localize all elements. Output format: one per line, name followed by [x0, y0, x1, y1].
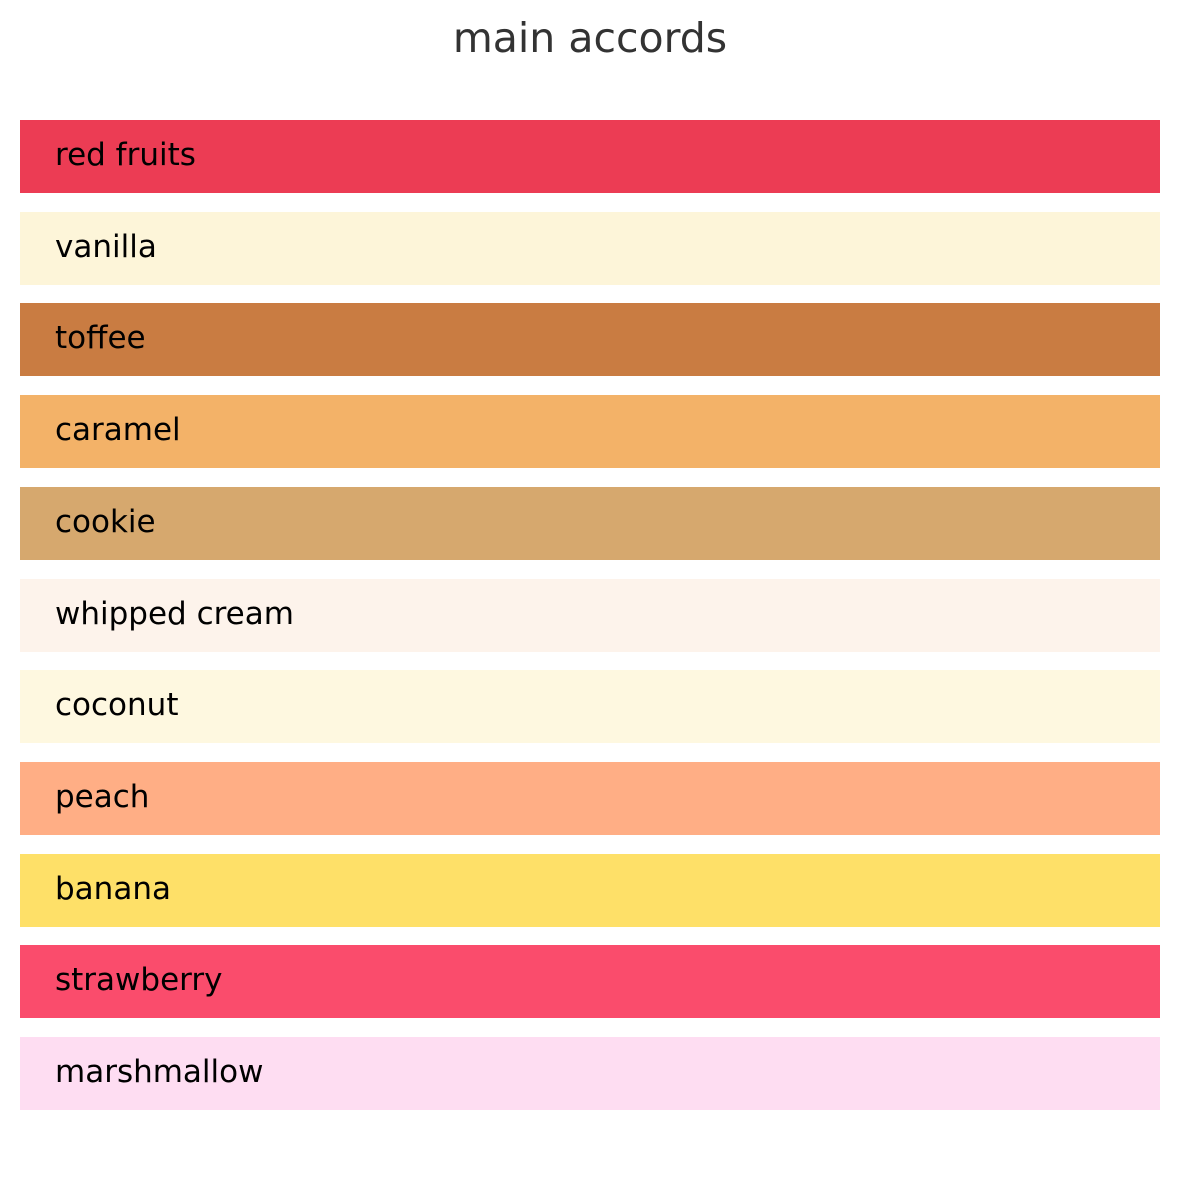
- chart-title: main accords: [452, 14, 728, 62]
- accord-label: marshmallow: [55, 1054, 264, 1090]
- accord-label: red fruits: [55, 137, 196, 173]
- accord-label: coconut: [55, 687, 179, 723]
- accord-bar: banana: [20, 854, 1160, 927]
- accord-bar: vanilla: [20, 212, 1160, 285]
- accord-label: strawberry: [55, 962, 223, 998]
- accord-bar: coconut: [20, 670, 1160, 743]
- accord-label: whipped cream: [55, 596, 294, 632]
- accord-bar: marshmallow: [20, 1037, 1160, 1110]
- accord-bar: caramel: [20, 395, 1160, 468]
- accord-bar: cookie: [20, 487, 1160, 560]
- accord-bar: whipped cream: [20, 579, 1160, 652]
- accord-bar: peach: [20, 762, 1160, 835]
- accord-label: toffee: [55, 320, 146, 356]
- accord-bar: toffee: [20, 303, 1160, 376]
- accord-label: vanilla: [55, 229, 157, 265]
- accord-label: banana: [55, 871, 171, 907]
- accord-label: peach: [55, 779, 150, 815]
- accord-bar: strawberry: [20, 945, 1160, 1018]
- accord-label: cookie: [55, 504, 156, 540]
- accord-bar: red fruits: [20, 120, 1160, 193]
- accord-label: caramel: [55, 412, 181, 448]
